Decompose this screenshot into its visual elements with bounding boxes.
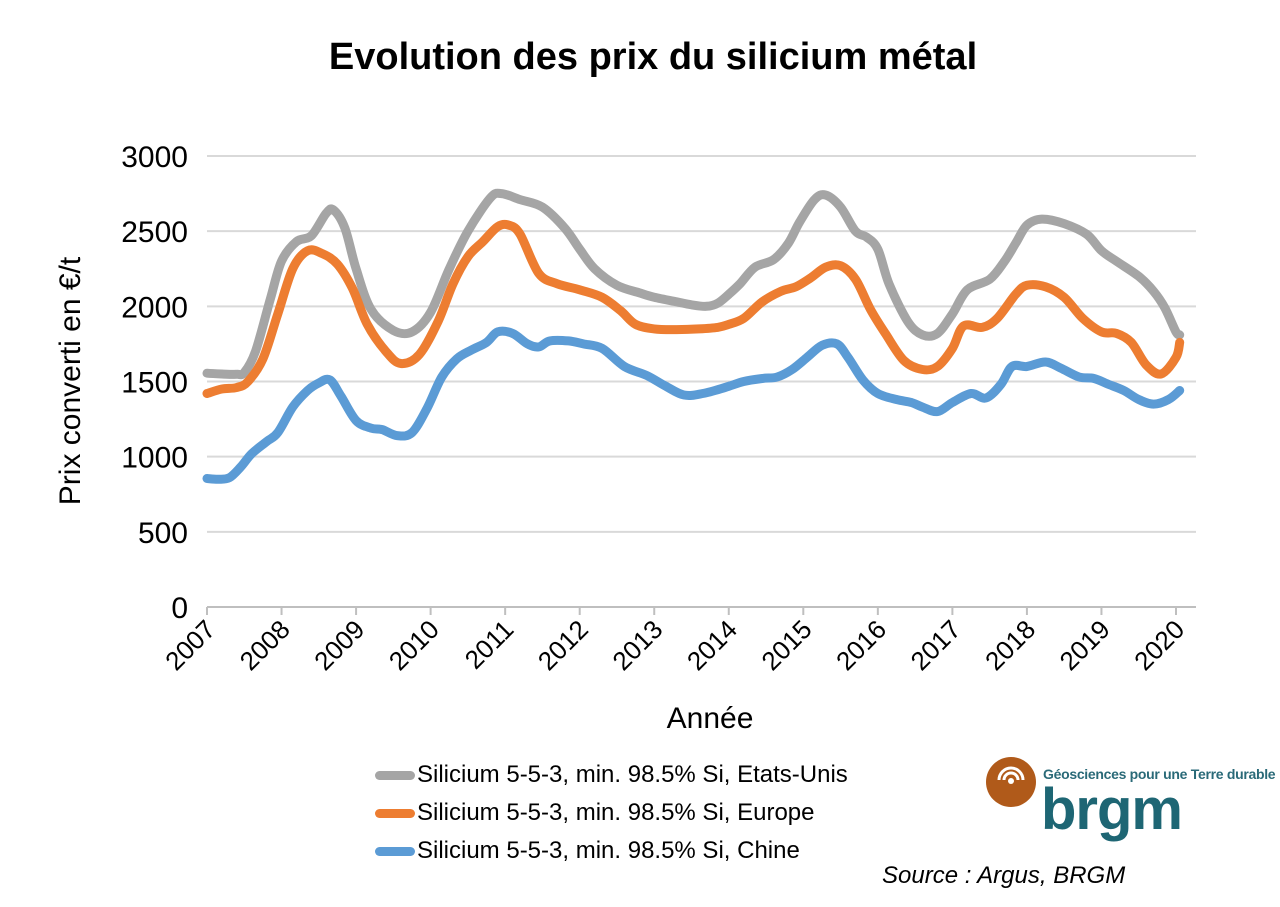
legend-label-us: Silicium 5-5-3, min. 98.5% Si, Etats-Uni… (417, 761, 848, 788)
logo-tagline: Géosciences pour une Terre durable (1043, 766, 1276, 782)
legend-swatch-china (375, 846, 415, 856)
legend-label-europe: Silicium 5-5-3, min. 98.5% Si, Europe (417, 799, 815, 826)
x-tick-label: 2014 (681, 614, 743, 676)
legend-swatch-us (375, 770, 415, 780)
x-tick-label: 2018 (979, 614, 1041, 676)
y-tick-label: 2000 (121, 291, 188, 324)
x-tick-label: 2019 (1054, 614, 1116, 676)
x-tick-label: 2011 (459, 614, 520, 675)
x-tick-label: 2015 (755, 614, 817, 676)
x-tick-label: 2007 (159, 614, 221, 676)
data-series (202, 188, 1185, 484)
series-line-chine (202, 326, 1185, 484)
logo-wordmark: brgm (1041, 777, 1183, 842)
y-tick-label: 2500 (121, 216, 188, 249)
legend-label-china: Silicium 5-5-3, min. 98.5% Si, Chine (417, 837, 800, 864)
series-line-etats-unis (202, 188, 1185, 380)
source-note: Source : Argus, BRGM (882, 862, 1126, 889)
x-tick-label: 2020 (1128, 614, 1190, 676)
brgm-logo-mark (986, 757, 1036, 807)
x-axis-title: Année (667, 702, 754, 735)
y-axis-title: Prix converti en €/t (54, 256, 87, 505)
chart-title: Evolution des prix du silicium métal (328, 36, 978, 78)
legend-swatch-europe (375, 808, 415, 818)
x-tick-label: 2010 (383, 614, 445, 676)
brgm-logo: Géosciences pour une Terre durable brgm (985, 752, 1276, 842)
legend-item-europe: Silicium 5-5-3, min. 98.5% Si, Europe (375, 794, 848, 832)
x-tick-label: 2017 (905, 614, 967, 676)
x-tick-label: 2016 (830, 614, 892, 676)
gridlines (207, 155, 1196, 533)
y-tick-label: 500 (138, 517, 188, 550)
legend: Silicium 5-5-3, min. 98.5% Si, Etats-Uni… (375, 756, 848, 870)
x-tick-label: 2009 (308, 614, 370, 676)
x-tick-label: 2008 (234, 614, 296, 676)
series-line-europe (202, 219, 1185, 398)
y-tick-label: 1000 (121, 442, 188, 475)
legend-item-china: Silicium 5-5-3, min. 98.5% Si, Chine (375, 832, 848, 870)
legend-item-us: Silicium 5-5-3, min. 98.5% Si, Etats-Uni… (375, 756, 848, 794)
y-tick-label: 3000 (121, 141, 188, 174)
x-tick-label: 2013 (606, 614, 668, 676)
y-tick-label: 1500 (121, 367, 188, 400)
y-tick-label: 0 (171, 592, 188, 625)
x-tick-label: 2012 (532, 614, 594, 676)
